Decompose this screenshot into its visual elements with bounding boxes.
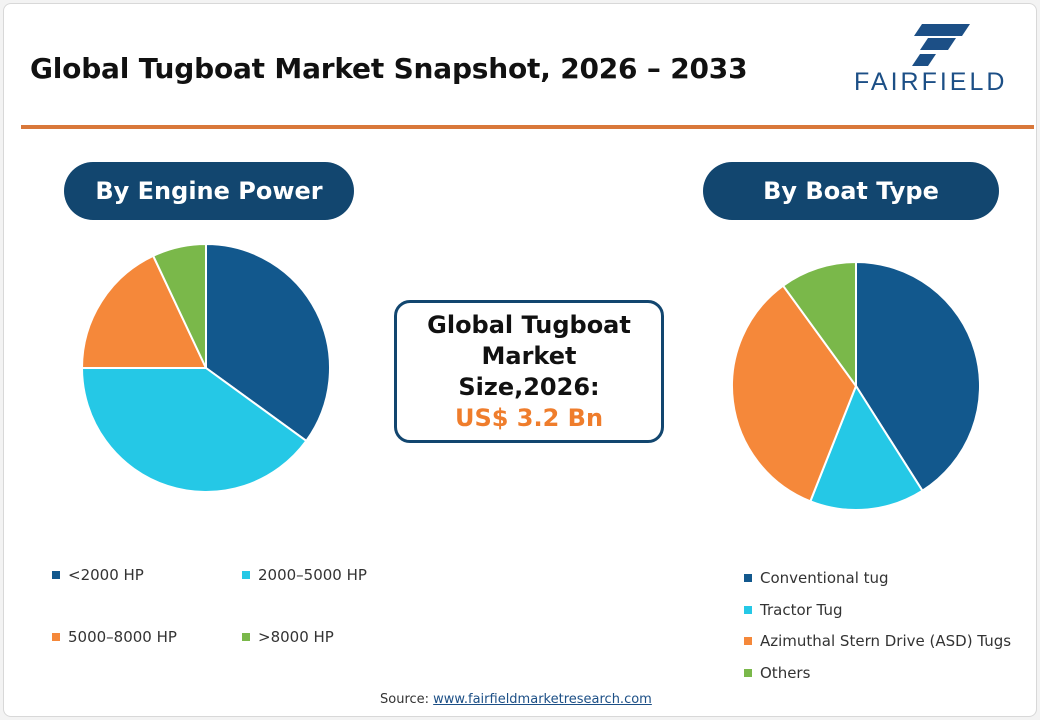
legend-label: 5000–8000 HP bbox=[68, 628, 177, 646]
logo-mark-icon bbox=[912, 24, 970, 66]
market-size-box: Global Tugboat Market Size,2026: US$ 3.2… bbox=[394, 300, 664, 443]
legend-label: Conventional tug bbox=[760, 569, 889, 587]
legend-item-engine-5000-8000: 5000–8000 HP bbox=[52, 628, 177, 646]
slice-gt8000-hp bbox=[151, 242, 207, 369]
slice-5000-8000-hp bbox=[80, 254, 208, 369]
legend-swatch bbox=[52, 571, 60, 579]
legend-swatch bbox=[744, 574, 752, 582]
legend-label: >8000 HP bbox=[258, 628, 334, 646]
legend-item-conventional-tug: Conventional tug bbox=[744, 569, 889, 587]
legend-swatch bbox=[242, 633, 250, 641]
legend-item-engine-lt2000: <2000 HP bbox=[52, 566, 144, 584]
slice-others bbox=[781, 260, 857, 390]
slice-2000-5000-hp bbox=[80, 367, 308, 493]
page-title: Global Tugboat Market Snapshot, 2026 – 2… bbox=[30, 52, 748, 85]
market-size-value: US$ 3.2 Bn bbox=[454, 403, 604, 432]
legend-swatch bbox=[744, 637, 752, 645]
legend-swatch bbox=[52, 633, 60, 641]
engine-power-heading: By Engine Power bbox=[64, 162, 354, 220]
snapshot-card: Global Tugboat Market Snapshot, 2026 – 2… bbox=[3, 3, 1037, 717]
legend-label: 2000–5000 HP bbox=[258, 566, 367, 584]
legend-item-tractor-tug: Tractor Tug bbox=[744, 601, 842, 619]
source-link[interactable]: www.fairfieldmarketresearch.com bbox=[433, 692, 652, 707]
legend-item-others: Others bbox=[744, 664, 810, 682]
legend-label: Azimuthal Stern Drive (ASD) Tugs bbox=[760, 632, 1012, 650]
legend-item-asd-tugs: Azimuthal Stern Drive (ASD) Tugs bbox=[744, 632, 1011, 650]
legend-item-engine-gt8000: >8000 HP bbox=[242, 628, 334, 646]
fairfield-logo: FAIRFIELD bbox=[852, 24, 1028, 96]
legend-label: <2000 HP bbox=[68, 566, 144, 584]
legend-label: Others bbox=[760, 664, 811, 682]
slice-asd-tugs bbox=[731, 284, 858, 503]
slice-tractor-tug bbox=[809, 383, 924, 511]
market-size-title: Global Tugboat Market Size,2026: bbox=[427, 310, 631, 401]
legend-swatch bbox=[744, 606, 752, 614]
source-label: Source: bbox=[380, 692, 430, 707]
legend-label: Tractor Tug bbox=[760, 601, 843, 619]
logo-wordmark: FAIRFIELD bbox=[854, 68, 1008, 96]
engine-power-pie-chart bbox=[80, 242, 331, 493]
boat-type-pie-chart bbox=[731, 260, 981, 511]
legend-item-engine-2000-5000: 2000–5000 HP bbox=[242, 566, 367, 584]
slice-lt2000-hp bbox=[205, 242, 331, 443]
boat-type-heading: By Boat Type bbox=[703, 162, 999, 220]
legend-swatch bbox=[242, 571, 250, 579]
legend-swatch bbox=[744, 669, 752, 677]
header-divider bbox=[21, 125, 1034, 129]
source-note: Source: www.fairfieldmarketresearch.com bbox=[380, 692, 652, 707]
